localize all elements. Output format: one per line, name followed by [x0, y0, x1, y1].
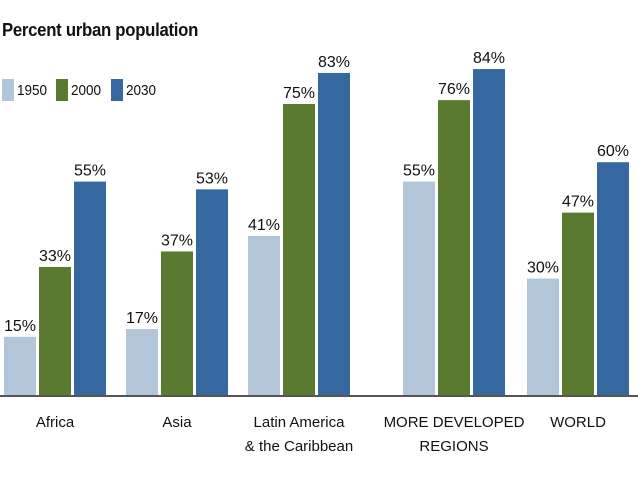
bar-value-label-asia-2000: 37%	[161, 232, 193, 249]
bar-more-developed-regions-2030	[473, 69, 505, 395]
bar-latin-america-the-caribbean-1950	[248, 235, 280, 395]
legend: 1950 2000 2030	[2, 79, 165, 101]
bar-africa-2030	[74, 181, 106, 395]
category-label-asia: Asia	[162, 414, 192, 431]
bar-value-label-latin-america-the-caribbean-2000: 75%	[283, 85, 315, 102]
category-label-latin-america-the-caribbean-line-2: & the Caribbean	[245, 438, 353, 455]
bar-world-2000	[562, 212, 594, 395]
bar-value-label-more-developed-regions-2030: 84%	[473, 50, 505, 67]
bar-africa-2000	[39, 266, 71, 395]
bar-value-label-africa-2030: 55%	[74, 163, 106, 180]
category-label-africa: Africa	[36, 414, 75, 431]
legend-item-2000: 2000	[56, 79, 104, 101]
bar-value-label-more-developed-regions-2000: 76%	[438, 81, 470, 98]
legend-label-2000: 2000	[71, 81, 102, 99]
bar-latin-america-the-caribbean-2030	[318, 72, 350, 396]
bar-africa-1950	[4, 336, 36, 395]
bar-value-label-asia-2030: 53%	[196, 170, 228, 187]
chart-title: Percent urban population	[2, 20, 199, 40]
bar-value-label-world-2030: 60%	[597, 143, 629, 160]
bar-value-label-world-2000: 47%	[562, 194, 594, 211]
bar-value-label-more-developed-regions-1950: 55%	[403, 163, 435, 180]
bar-value-label-africa-2000: 33%	[39, 248, 71, 265]
category-label-latin-america-the-caribbean: Latin America	[254, 414, 346, 431]
legend-item-2030: 2030	[110, 79, 159, 101]
legend-swatch-2030	[110, 79, 123, 101]
bar-asia-1950	[126, 329, 158, 395]
bar-asia-2000	[161, 251, 193, 395]
bar-more-developed-regions-1950	[403, 181, 435, 395]
bar-asia-2030	[196, 189, 228, 395]
bar-latin-america-the-caribbean-2000	[283, 104, 315, 395]
bar-world-2030	[597, 162, 629, 395]
bar-value-label-asia-1950: 17%	[126, 310, 158, 327]
category-label-more-developed-regions-line-2: REGIONS	[419, 438, 488, 455]
bar-value-label-world-1950: 30%	[527, 260, 559, 277]
legend-label-1950: 1950	[17, 81, 48, 99]
category-label-more-developed-regions: MORE DEVELOPED	[384, 414, 525, 431]
bar-value-label-latin-america-the-caribbean-1950: 41%	[248, 217, 280, 234]
legend-swatch-2000	[56, 79, 69, 101]
bar-world-1950	[527, 278, 559, 395]
legend-label-2030: 2030	[125, 81, 156, 99]
legend-swatch-1950	[2, 79, 14, 101]
category-label-world: WORLD	[550, 414, 606, 431]
bar-value-label-africa-1950: 15%	[4, 318, 36, 335]
bar-value-label-latin-america-the-caribbean-2030: 83%	[318, 54, 350, 71]
legend-item-1950: 1950	[2, 79, 50, 101]
bar-more-developed-regions-2000	[438, 100, 470, 396]
